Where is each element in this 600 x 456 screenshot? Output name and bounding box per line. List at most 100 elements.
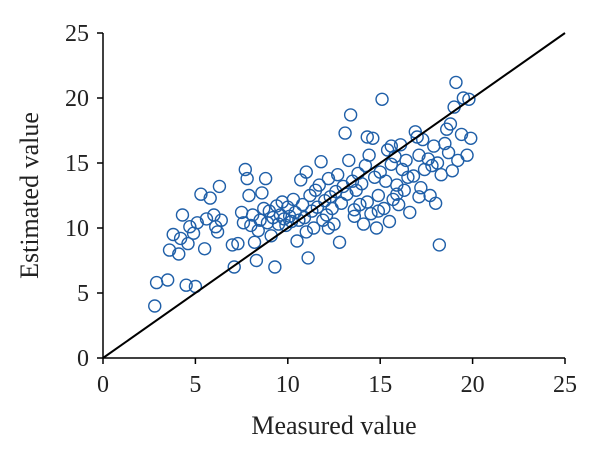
data-point xyxy=(290,234,304,248)
data-point xyxy=(464,131,478,146)
data-point xyxy=(360,195,374,209)
data-point xyxy=(401,170,415,185)
data-point xyxy=(247,235,262,250)
data-point xyxy=(295,197,310,212)
data-point xyxy=(340,187,354,201)
data-point xyxy=(362,148,376,162)
data-point xyxy=(438,136,452,151)
x-tick-label: 0 xyxy=(97,372,109,398)
data-points xyxy=(148,75,478,313)
x-tick-label: 25 xyxy=(553,372,577,398)
data-point xyxy=(451,153,465,168)
data-point xyxy=(375,92,389,107)
data-point xyxy=(443,117,458,131)
data-point xyxy=(371,204,386,218)
data-point xyxy=(301,251,315,265)
data-point xyxy=(428,196,443,211)
data-point xyxy=(258,171,273,186)
x-axis-title: Measured value xyxy=(251,411,416,440)
data-point xyxy=(330,167,345,182)
y-axis-title: Estimated value xyxy=(15,112,44,279)
data-point xyxy=(379,174,393,188)
data-point xyxy=(384,157,398,172)
data-point xyxy=(240,171,254,186)
y-tick-label: 25 xyxy=(65,21,89,47)
data-point xyxy=(183,219,197,234)
data-point xyxy=(175,208,190,222)
data-point xyxy=(255,186,269,200)
data-point xyxy=(210,225,225,239)
data-point xyxy=(369,221,384,235)
data-point xyxy=(347,209,362,224)
data-point xyxy=(299,225,313,239)
data-point xyxy=(172,247,186,261)
data-point xyxy=(179,278,193,292)
data-point xyxy=(399,153,413,168)
data-point xyxy=(249,253,264,268)
data-point xyxy=(403,205,417,220)
y-tick-label: 20 xyxy=(65,86,89,112)
data-point xyxy=(251,223,265,238)
data-point xyxy=(268,260,282,274)
data-point xyxy=(462,92,476,107)
data-point xyxy=(356,217,371,231)
data-point xyxy=(197,242,212,256)
data-point xyxy=(299,165,313,179)
data-point xyxy=(397,183,411,198)
data-point xyxy=(427,139,441,153)
data-point xyxy=(343,108,358,122)
x-tick-label: 15 xyxy=(368,372,392,398)
data-point xyxy=(390,187,404,201)
data-point xyxy=(412,148,426,162)
x-tick-label: 5 xyxy=(189,372,201,398)
data-point xyxy=(406,169,421,183)
data-point xyxy=(148,299,162,313)
data-point xyxy=(332,235,347,250)
data-point xyxy=(199,212,214,226)
data-point xyxy=(321,221,336,235)
data-point xyxy=(338,126,352,140)
data-point xyxy=(342,153,356,168)
data-point xyxy=(225,238,240,252)
data-point xyxy=(384,139,398,153)
y-tick-label: 5 xyxy=(77,281,89,307)
data-point xyxy=(227,260,241,274)
axis-tick-labels: 0 5 10 15 20 25 0 5 10 15 20 25 xyxy=(65,21,577,398)
data-point xyxy=(236,216,251,230)
data-point xyxy=(231,236,245,251)
data-point xyxy=(162,243,177,257)
data-point xyxy=(432,238,447,252)
data-point xyxy=(355,177,369,191)
data-point xyxy=(149,275,164,290)
x-tick-label: 20 xyxy=(461,372,485,398)
data-point xyxy=(238,162,252,177)
data-point xyxy=(312,178,326,192)
data-point xyxy=(414,180,428,195)
data-point xyxy=(412,190,426,204)
data-point xyxy=(445,164,459,178)
data-point xyxy=(441,145,456,160)
data-point xyxy=(449,75,463,90)
data-point xyxy=(190,216,204,230)
data-point xyxy=(321,171,336,186)
x-tick-label: 10 xyxy=(276,372,300,398)
data-point xyxy=(360,130,374,144)
data-point xyxy=(203,191,217,205)
y-tick-label: 0 xyxy=(77,346,89,372)
data-point xyxy=(166,227,180,242)
data-point xyxy=(391,197,406,212)
data-point xyxy=(212,179,227,194)
data-point xyxy=(306,221,321,235)
data-point xyxy=(160,273,175,287)
data-point xyxy=(181,236,195,251)
data-point xyxy=(334,196,349,211)
data-point xyxy=(430,156,445,170)
data-point xyxy=(454,127,469,142)
data-point xyxy=(371,188,386,203)
data-point xyxy=(434,167,448,182)
reference-line xyxy=(102,32,566,359)
data-point xyxy=(382,214,397,229)
y-tick-label: 10 xyxy=(65,216,89,242)
y-tick-label: 15 xyxy=(65,151,89,177)
